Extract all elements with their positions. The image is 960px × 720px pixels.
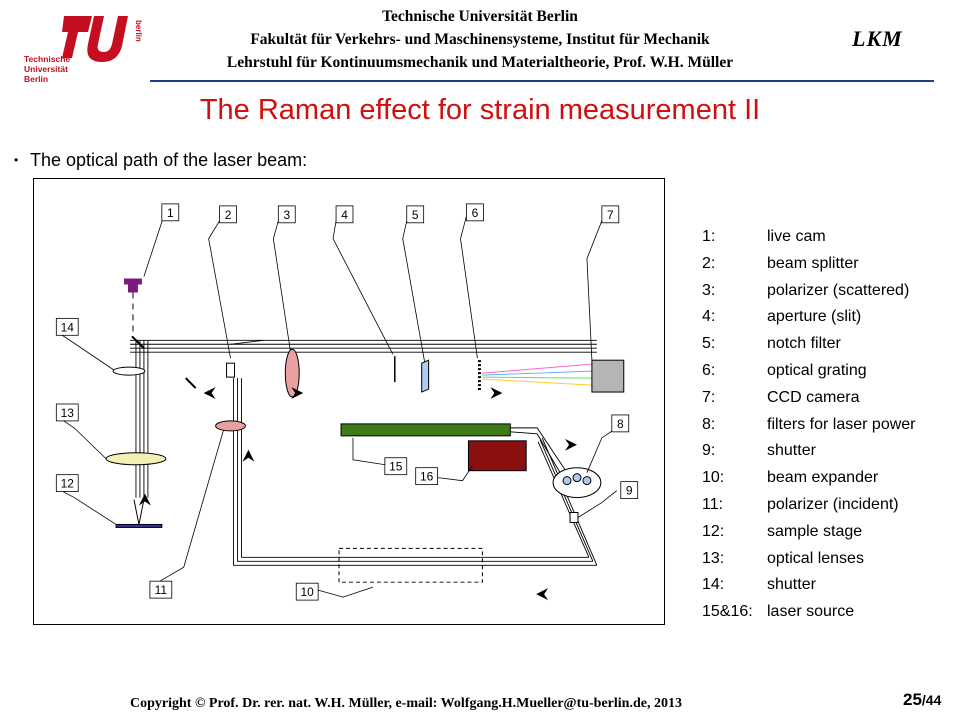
label-text-4: 4: [341, 208, 348, 222]
legend-text: polarizer (incident): [767, 495, 899, 513]
legend-row: 14: shutter: [702, 576, 916, 603]
bullet-dot-icon: •: [14, 153, 19, 167]
legend-row: 6: optical grating: [702, 362, 916, 389]
label-text-15: 15: [389, 460, 403, 474]
label-text-1: 1: [167, 206, 174, 220]
label-text-11: 11: [155, 583, 168, 597]
legend-key: 11:: [702, 495, 724, 513]
legend-text: shutter: [767, 442, 816, 460]
label-box-2: [219, 205, 237, 224]
label-box-3: [277, 205, 296, 224]
legend-key: 3:: [702, 281, 716, 299]
label-box-14: [55, 317, 79, 336]
label-box-9: [620, 481, 639, 499]
legend-key: 6:: [702, 361, 716, 379]
legend-row: 5: notch filter: [702, 335, 916, 362]
label-box-7: [601, 205, 620, 224]
logo-vertical-text: berlin: [134, 20, 142, 42]
legend-row: 11: polarizer (incident): [702, 496, 916, 523]
header-line-3: Lehrstuhl für Kontinuumsmechanik und Mat…: [226, 54, 734, 71]
label-box-6: [466, 203, 484, 222]
legend-row: 9: shutter: [702, 442, 916, 469]
label-text-6: 6: [472, 206, 479, 220]
label-box-8: [611, 414, 630, 433]
label-box-10: [295, 582, 319, 601]
legend-text: aperture (slit): [767, 308, 862, 326]
logo-text-3: Berlin: [24, 74, 48, 82]
legend-text: optical lenses: [767, 549, 864, 567]
page-total: /44: [921, 692, 942, 708]
legend-key: 14:: [702, 576, 725, 594]
bullet-text: The optical path of the laser beam:: [30, 150, 308, 170]
legend-key: 10:: [702, 469, 725, 487]
legend-row: 7: CCD camera: [702, 389, 916, 416]
legend-row: 15&16: laser source: [702, 603, 916, 630]
legend-text: laser source: [767, 603, 855, 621]
label-text-10: 10: [301, 585, 315, 599]
logo-text-2: Universität: [24, 64, 68, 74]
legend-text: filters for laser power: [767, 415, 916, 433]
label-text-14: 14: [61, 320, 75, 334]
logo-text-1: Technische: [24, 54, 70, 64]
legend-key: 7:: [702, 388, 716, 406]
legend-text: sample stage: [767, 522, 863, 540]
ccd-camera-shape: [591, 359, 625, 393]
label-box-13: [55, 403, 79, 422]
label-text-3: 3: [283, 208, 290, 222]
legend-row: 2: beam splitter: [702, 255, 916, 282]
legend-key: 4:: [702, 308, 716, 326]
page-number: 25/44: [903, 690, 941, 710]
label-text-16: 16: [420, 470, 434, 484]
legend-text: beam expander: [767, 469, 879, 487]
label-text-9: 9: [626, 484, 633, 498]
legend-row: 1: live cam: [702, 228, 916, 255]
label-box-16: [415, 467, 438, 486]
legend-key: 1:: [702, 228, 716, 245]
label-text-2: 2: [225, 208, 232, 222]
legend-text: beam splitter: [767, 254, 859, 272]
legend-key: 5:: [702, 335, 716, 353]
legend-text: shutter: [767, 576, 816, 594]
legend-text: CCD camera: [767, 388, 860, 406]
tu-berlin-logo: Technische Universität Berlin berlin: [24, 16, 142, 82]
legend-key: 15&16:: [702, 603, 753, 621]
header-line-2: Fakultät für Verkehrs- und Maschinensyst…: [250, 31, 710, 48]
bullet-item: • The optical path of the laser beam:: [14, 150, 307, 171]
legend-key: 8:: [702, 415, 716, 433]
legend-row: 13: optical lenses: [702, 550, 916, 577]
legend-row: 4: aperture (slit): [702, 308, 916, 335]
legend-text: polarizer (scattered): [767, 281, 910, 299]
header-rule: [150, 80, 934, 82]
copyright-footer: Copyright © Prof. Dr. rer. nat. W.H. Mül…: [130, 696, 682, 711]
label-box-4: [335, 205, 354, 224]
label-box-1: [161, 203, 180, 222]
header-line-1: Technische Universität Berlin: [382, 8, 578, 25]
page-current: 25: [903, 690, 922, 709]
legend-key: 13:: [702, 549, 725, 567]
label-text-7: 7: [607, 208, 614, 222]
label-text-13: 13: [61, 406, 75, 420]
legend-text: optical grating: [767, 361, 867, 379]
legend-row: 8: filters for laser power: [702, 416, 916, 443]
label-text-8: 8: [617, 417, 624, 431]
legend-key: 2:: [702, 254, 716, 272]
legend-text: live cam: [767, 228, 826, 245]
label-text-5: 5: [412, 208, 419, 222]
legend-key: 9:: [702, 442, 716, 460]
legend-text: notch filter: [767, 335, 841, 353]
lkm-logo: LKM: [852, 26, 903, 51]
label-box-11: [149, 580, 173, 599]
legend-row: 3: polarizer (scattered): [702, 282, 916, 309]
label-box-12: [55, 474, 79, 492]
legend-row: 10: beam expander: [702, 469, 916, 496]
slide-title: The Raman effect for strain measurement …: [199, 94, 761, 126]
label-box-15: [384, 457, 408, 476]
legend-key: 12:: [702, 522, 725, 540]
label-text-12: 12: [61, 477, 75, 491]
label-box-5: [406, 205, 425, 224]
legend-row: 12: sample stage: [702, 523, 916, 550]
diagram-legend: 1: live cam 2: beam splitter 3: polarizer (sc…: [702, 228, 916, 630]
